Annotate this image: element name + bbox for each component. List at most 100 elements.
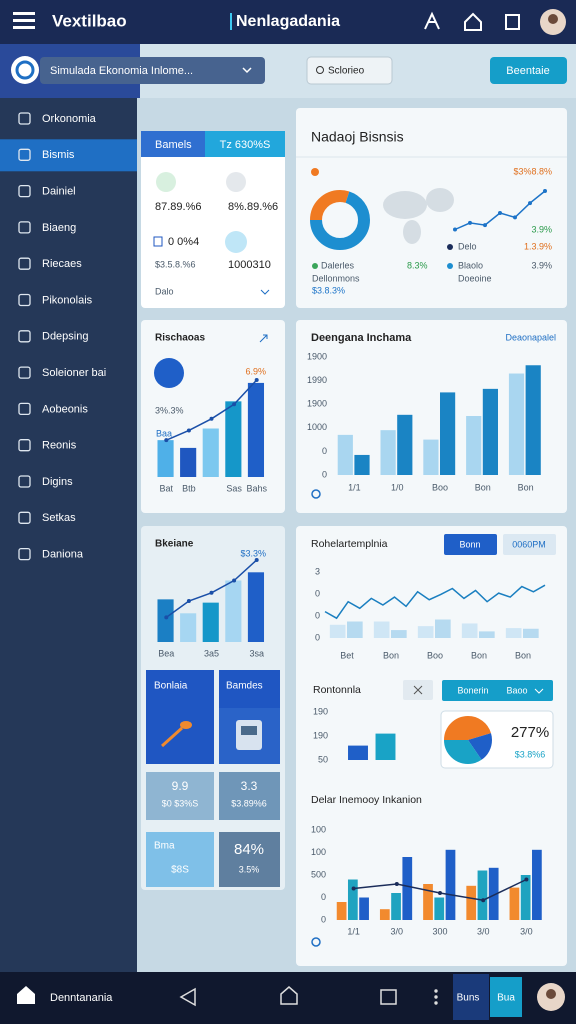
tab[interactable] [141,131,205,157]
y-tick-label: 0 [322,446,327,456]
icon-button[interactable] [424,11,440,30]
label: Dellonmons [312,273,360,283]
label: 1.3.9% [524,241,552,251]
chevron[interactable] [260,289,270,295]
tile[interactable] [146,772,214,820]
button[interactable] [444,534,497,555]
tile[interactable] [146,670,214,764]
tile[interactable] [219,832,280,887]
recent-button[interactable] [380,989,397,1005]
nav-icon [18,257,31,270]
nav-item[interactable]: Reonis [42,440,77,452]
nav-item[interactable]: Orkonomia [42,113,97,125]
label: 3.9% [531,224,552,234]
nav-button[interactable] [453,974,489,1020]
point [232,578,237,583]
nav-item[interactable]: Bismis [42,149,75,161]
nav-item[interactable]: Setkas [42,512,76,524]
label: 3.9% [531,260,552,270]
bar [247,572,265,642]
card-title: Rischaoas [155,333,205,344]
bar [479,631,495,638]
bar [440,392,456,475]
headline: $3%8.8% [513,166,552,176]
note: $3.3% [240,548,266,558]
map-shape [383,191,427,219]
dot [434,995,438,999]
nav-item[interactable]: Digins [42,476,73,488]
bar [180,447,197,477]
dot [447,263,453,269]
y-tick-label: 0 [315,610,320,620]
search-button[interactable] [306,56,393,85]
icon [311,489,321,499]
tile-sub: $0 $3%S [162,798,199,808]
nav-item[interactable]: Soleioner bai [42,367,106,379]
tile-sub: $8S [171,865,189,876]
nav-icon [18,293,31,307]
point [232,402,237,407]
bar [445,849,456,920]
bar [397,414,413,475]
dropdown[interactable] [40,57,265,84]
y-tick-label: 0 [322,469,327,479]
x-tick-label: 3/0 [520,926,533,936]
dot [447,244,453,250]
bar [329,624,346,638]
more-button[interactable] [434,989,438,1005]
nav-item[interactable]: Ddepsing [42,331,88,343]
back-button[interactable] [179,987,196,1007]
icon [153,236,163,247]
tile[interactable] [146,832,214,887]
window-button[interactable] [505,14,520,30]
nav-item[interactable]: Biaeng [42,222,76,234]
tile[interactable] [219,772,280,820]
stat: $3.5.8.%6 [155,259,196,269]
label: $3.8.3% [312,285,345,295]
expand-icon[interactable] [259,334,268,343]
action-button[interactable] [490,57,567,84]
bar [348,745,368,760]
bar [520,875,531,920]
bar [423,439,439,475]
map-shape [426,188,454,212]
menu-button[interactable] [13,12,35,29]
bar [523,628,539,638]
nav-item[interactable]: Pikonolais [42,294,93,306]
button[interactable] [503,534,556,555]
menu-bar [13,12,35,15]
card [296,526,567,966]
card-title: Bkeiane [155,539,194,550]
dot [434,989,438,993]
nav-item[interactable]: Aobeonis [42,403,88,415]
point [481,898,486,903]
nav-item[interactable]: Daniona [42,549,84,561]
nav-item[interactable]: Dainiel [42,186,76,198]
x-tick-label: Sas [226,483,242,493]
nav-active [0,139,137,172]
bar [391,630,407,638]
app-name: Vextilbao [52,11,127,30]
search-text: Sclorieo [328,66,365,77]
bar [423,884,433,920]
note: Baa [156,428,172,438]
bar [225,401,242,477]
button-text: 0060PM [512,539,546,549]
nav-button[interactable] [490,977,522,1017]
y-tick-label: 1900 [307,351,327,361]
link[interactable]: Deaonapalel [505,332,556,342]
bar [157,440,174,477]
home-button[interactable] [464,12,482,31]
home-button[interactable] [17,986,35,1004]
bar [347,621,363,638]
map-shape [403,220,421,244]
tile-icon [241,726,257,735]
button-text: Bonn [459,539,480,549]
tile-label: Bonlaia [154,681,188,692]
tab[interactable] [205,131,285,157]
tile-value: Bma [154,841,175,852]
home-button[interactable] [280,986,298,1005]
y-tick-label: 50 [318,754,328,764]
dropdown[interactable] [442,680,553,701]
nav-item[interactable]: Riecaes [42,258,82,270]
